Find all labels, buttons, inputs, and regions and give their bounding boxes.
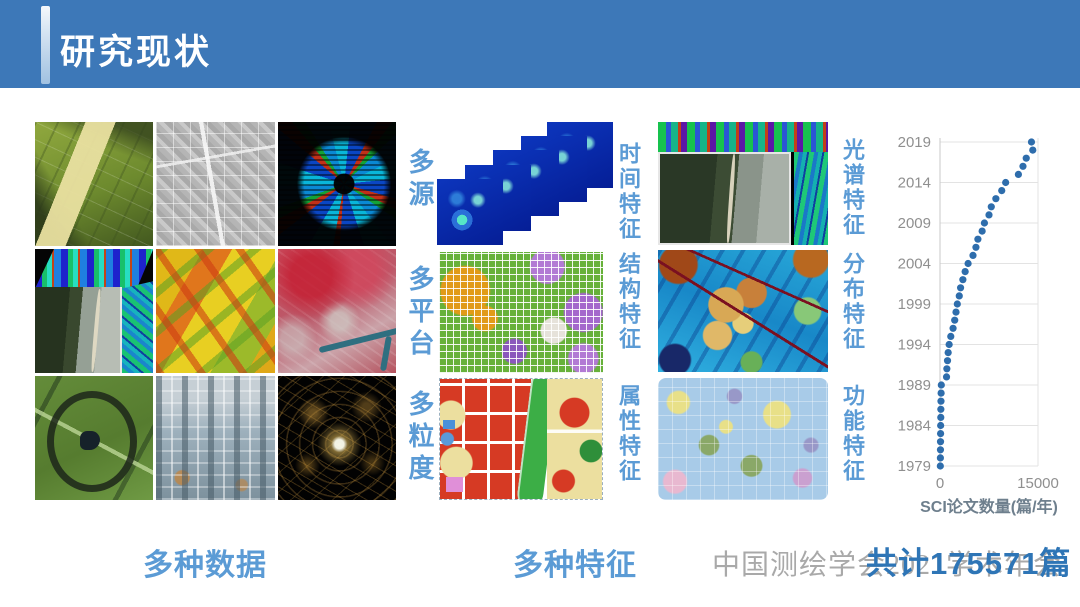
hyperspectral-cube-image	[35, 249, 154, 373]
label-attribute-feature: 属性特征	[616, 384, 641, 484]
pond	[79, 430, 101, 451]
cube-front-photo	[658, 151, 791, 245]
tree-ring	[46, 390, 137, 492]
sci-publications-chart: 1979 1984 1989 1994 1999 2004 2009 2014 2019 0 150…	[880, 126, 1080, 526]
title-banner: 研究现状	[0, 0, 1080, 88]
svg-text:1994: 1994	[898, 337, 931, 354]
page-title: 研究现状	[60, 33, 213, 72]
cube-side-face	[121, 281, 154, 373]
caption-total-papers: 共计175571篇	[866, 546, 1072, 581]
cube-side-face	[794, 151, 828, 245]
svg-text:0: 0	[936, 475, 944, 492]
cube-top-face	[35, 249, 154, 289]
cube-top-face	[658, 122, 828, 152]
landuse-blue-block	[443, 419, 455, 430]
svg-text:1999: 1999	[898, 296, 931, 313]
satellite-ring-park-image	[35, 376, 154, 500]
spectral-cube-image	[658, 122, 828, 245]
lidar-pointcloud-city-image	[277, 122, 396, 246]
false-color-infrared-image	[277, 249, 396, 373]
cube-front-photo	[35, 287, 123, 373]
svg-text:2004: 2004	[898, 256, 931, 273]
label-temporal-feature: 时间特征	[616, 142, 641, 242]
oblique-city-3d-image	[156, 376, 275, 500]
label-structural-feature: 结构特征	[616, 252, 641, 352]
svg-text:15000: 15000	[1017, 475, 1059, 492]
structure-classification-image	[439, 252, 603, 373]
svg-text:1989: 1989	[898, 377, 931, 394]
grayscale-sar-urban-image	[156, 122, 275, 246]
label-multi-source: 多源	[405, 148, 435, 212]
svg-text:1979: 1979	[898, 458, 931, 475]
multi-data-image-grid	[35, 122, 396, 500]
time-series-tiles-image	[437, 122, 613, 246]
functional-zones-map-image	[658, 378, 828, 500]
distribution-falsecolor-image	[658, 250, 828, 372]
label-functional-feature: 功能特征	[840, 384, 865, 484]
nightlights-image	[277, 376, 396, 500]
landuse-plan-image	[439, 378, 603, 500]
svg-text:2014: 2014	[898, 175, 931, 192]
title-accent-bar	[41, 6, 50, 84]
conference-watermark: 中国测绘学会2021学术年会	[712, 550, 1063, 581]
landuse-pink-block	[446, 477, 463, 492]
svg-text:2009: 2009	[898, 215, 931, 232]
caption-multiple-features: 多种特征	[513, 549, 637, 582]
ndvi-heatmap-image	[156, 249, 275, 373]
farmland-aerial-image	[35, 122, 154, 246]
label-spectral-feature: 光谱特征	[840, 138, 865, 238]
river-line	[379, 335, 392, 371]
label-distribution-feature: 分布特征	[840, 252, 865, 352]
svg-text:SCI论文数量(篇/年): SCI论文数量(篇/年)	[920, 497, 1058, 516]
label-multi-platform: 多平台	[405, 265, 435, 361]
caption-multiple-data: 多种数据	[143, 549, 267, 582]
label-multi-granularity: 多粒度	[405, 390, 435, 486]
time-tile	[437, 179, 503, 245]
svg-text:1984: 1984	[898, 418, 931, 435]
svg-text:2019: 2019	[898, 134, 931, 151]
scatter-plot: 1979 1984 1989 1994 1999 2004 2009 2014 2019 0 150…	[898, 134, 1059, 516]
landuse-cream-blocks	[546, 379, 602, 499]
